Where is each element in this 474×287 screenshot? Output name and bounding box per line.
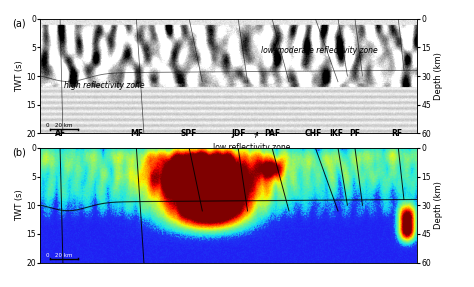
Text: SPF: SPF <box>181 129 197 138</box>
Y-axis label: Depth (km): Depth (km) <box>434 52 443 100</box>
Y-axis label: Depth (km): Depth (km) <box>434 181 443 229</box>
Text: PF: PF <box>349 129 360 138</box>
Text: RF: RF <box>391 129 402 138</box>
Text: 0: 0 <box>46 253 50 257</box>
Text: CHF: CHF <box>305 129 322 138</box>
Text: (b): (b) <box>12 148 26 158</box>
Text: low reflectivity zone: low reflectivity zone <box>213 132 290 152</box>
Y-axis label: TWT (s): TWT (s) <box>15 60 24 92</box>
Text: MF: MF <box>130 129 143 138</box>
Text: (a): (a) <box>12 19 26 29</box>
Text: PAF: PAF <box>264 129 280 138</box>
Text: IKF: IKF <box>329 129 343 138</box>
Text: high reflectivity zone: high reflectivity zone <box>64 81 145 90</box>
Text: JDF: JDF <box>231 129 246 138</box>
Text: 20 km: 20 km <box>55 123 73 128</box>
Y-axis label: TWT (s): TWT (s) <box>15 189 24 221</box>
Text: AF: AF <box>55 129 66 138</box>
Text: 0: 0 <box>46 123 50 128</box>
Text: 20 km: 20 km <box>55 253 73 257</box>
Text: low-moderate reflectivity zone: low-moderate reflectivity zone <box>261 46 377 55</box>
